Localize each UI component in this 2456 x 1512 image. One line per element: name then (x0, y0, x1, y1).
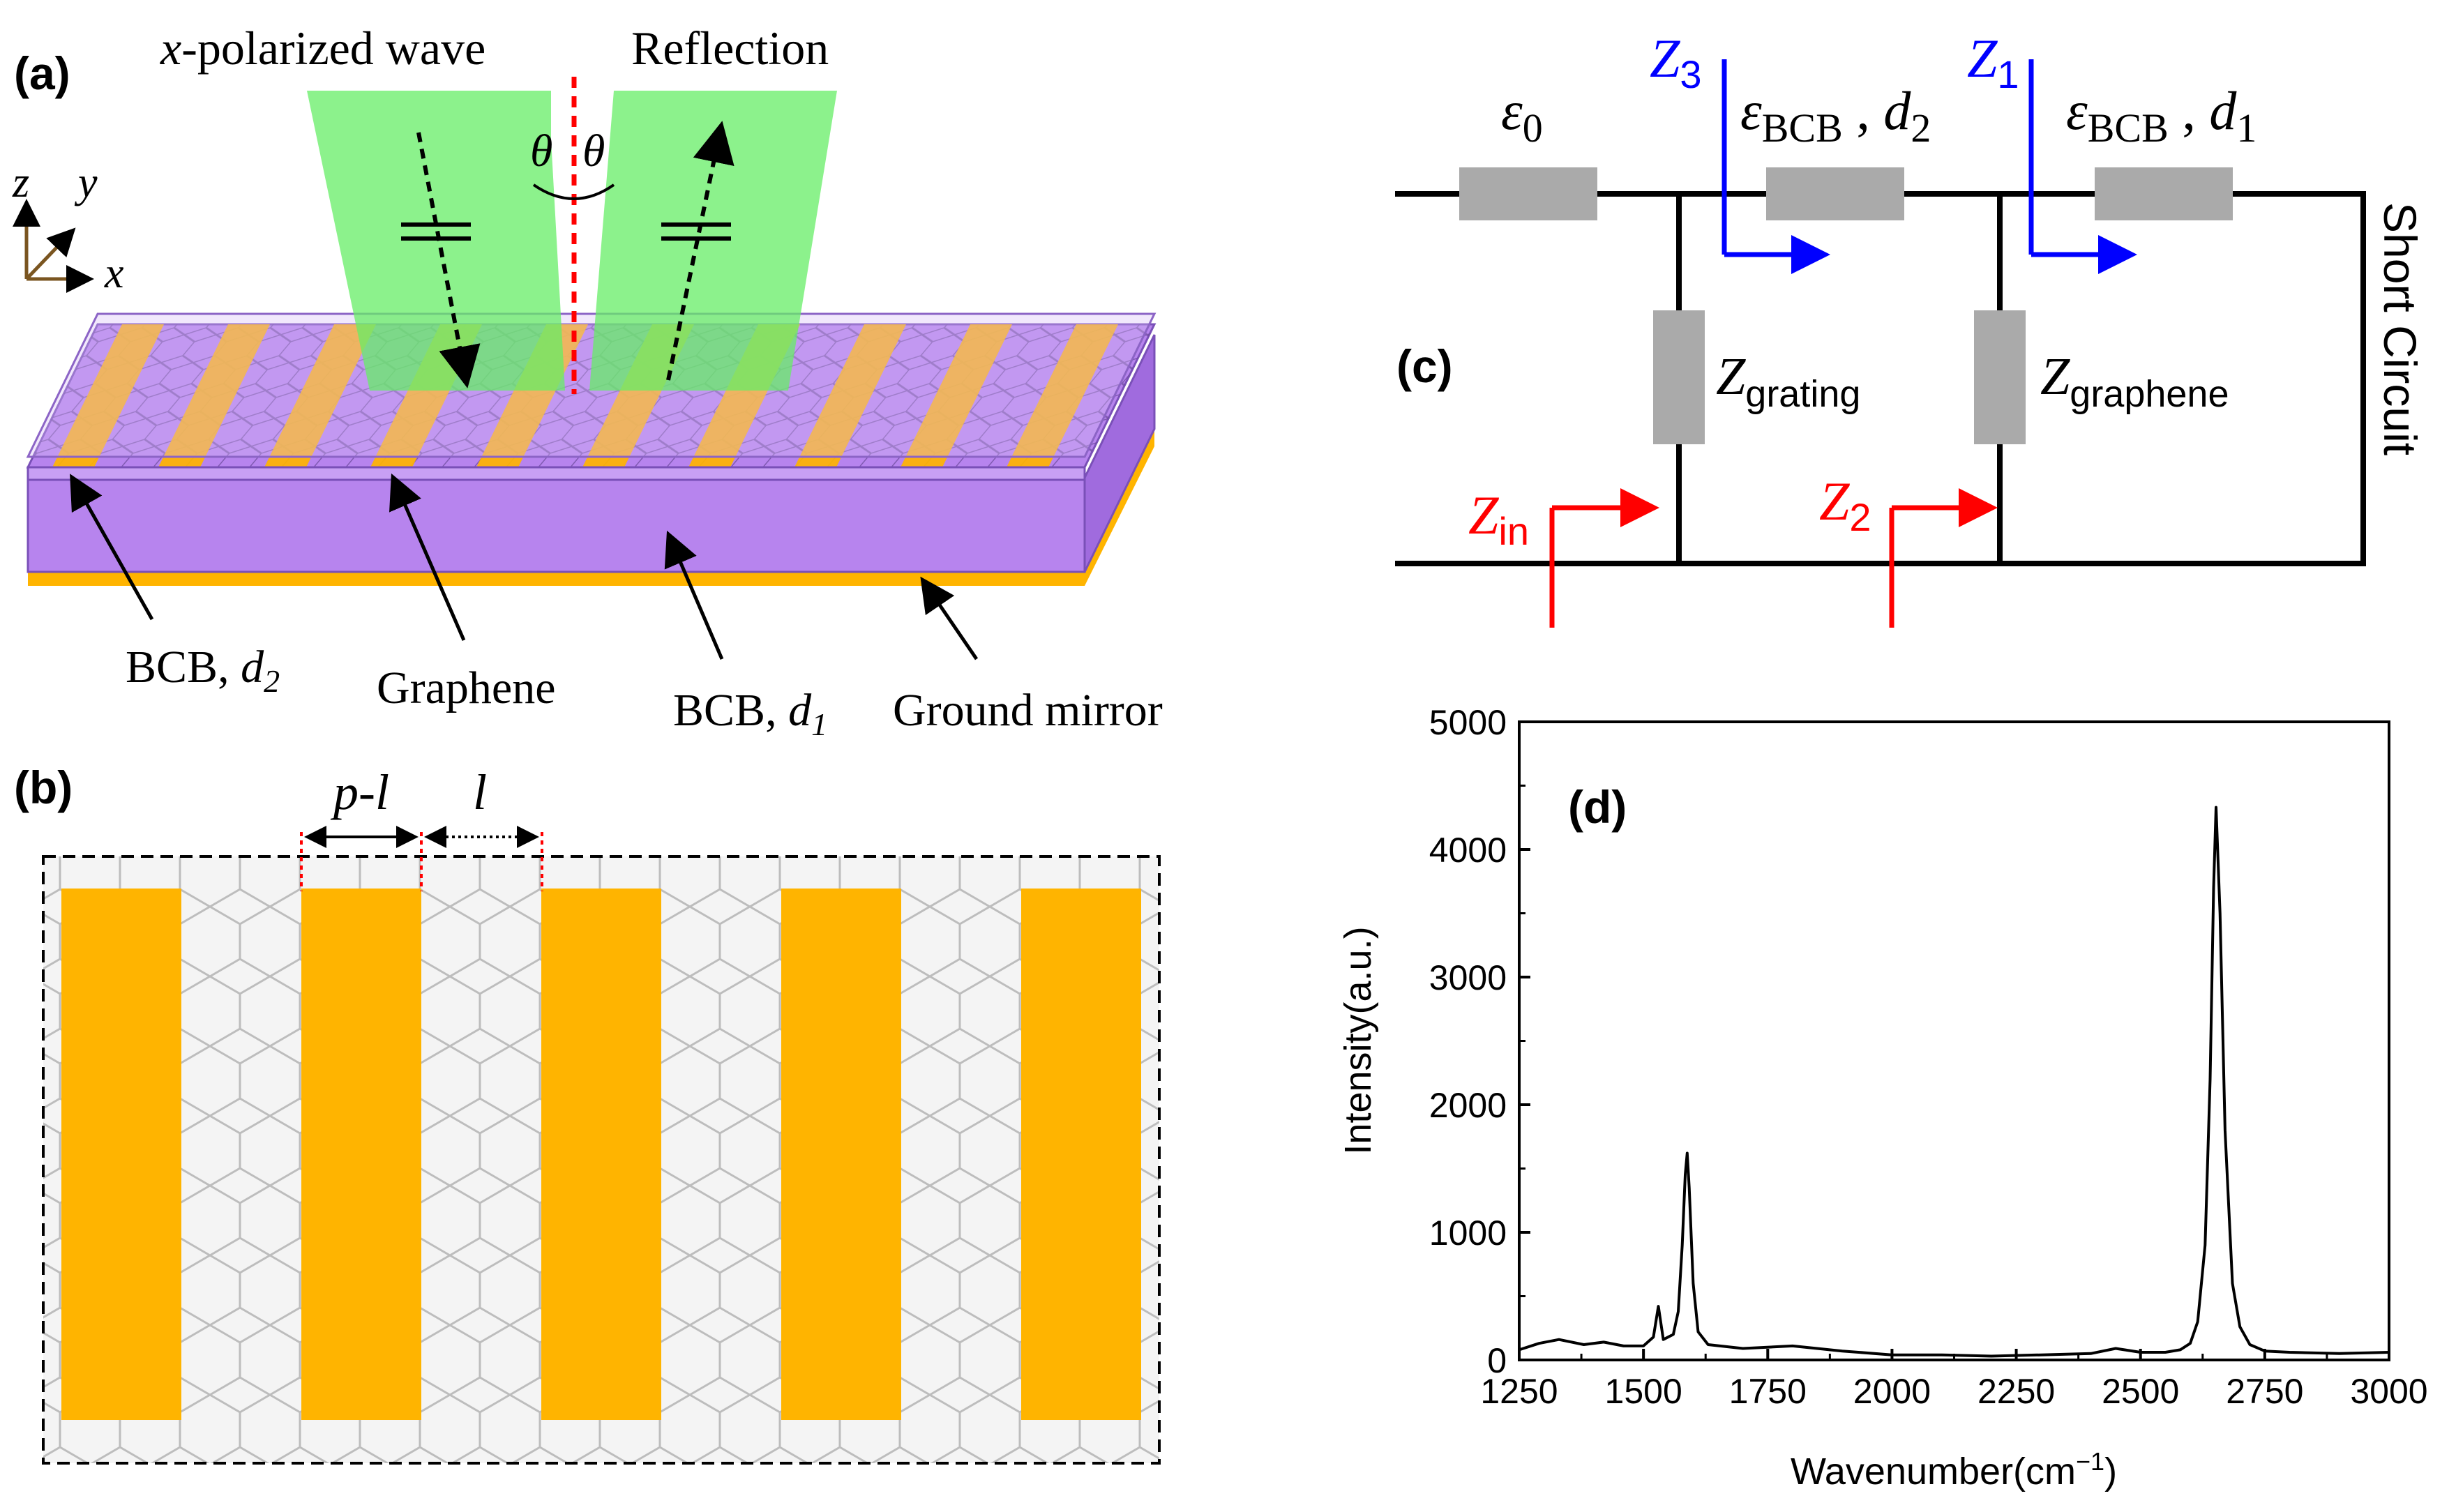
gold-strip (158, 324, 270, 467)
gold-strip (1007, 324, 1118, 467)
x-tick-label: 2750 (2226, 1372, 2303, 1411)
p-minus-l-label: p-l (330, 764, 389, 820)
eps0-label: ε0 (1501, 80, 1543, 151)
gold-strip (541, 889, 661, 1420)
y-tick-label: 3000 (1429, 958, 1507, 997)
z-grating-label: Zgrating (1716, 347, 1860, 415)
z-graphene-element (1974, 310, 2026, 444)
bcb-d2-label: BCB, d2 (126, 642, 280, 699)
panel-d-label: (d) (1568, 781, 1627, 833)
x-tick-label: 2250 (1977, 1372, 2055, 1411)
panel-d-chart: (d) 1250 1500 1750 2000 2250 2500 2750 3000 0 10… (1337, 703, 2428, 1492)
x-tick-label: 2000 (1853, 1372, 1931, 1411)
unit-cell-border (42, 855, 1161, 1465)
z3-label: Z3 (1650, 28, 1702, 96)
axis-x-label: x (104, 250, 124, 297)
theta-arc (532, 183, 615, 200)
callout-bcb-d1 (664, 530, 724, 660)
panel-c: (c) ε0 εBCB , d2 εBCB , d1 Zgrating Zgra… (1395, 28, 2426, 628)
x-tick-label: 3000 (2350, 1372, 2427, 1411)
panel-c-label: (c) (1396, 340, 1453, 392)
reflection-title: Reflection (631, 22, 829, 75)
incident-title: x-polarized wave (160, 22, 485, 75)
x-tick-label: 1750 (1729, 1372, 1807, 1411)
panel-a: (a) θ θ x- (12, 22, 1163, 742)
y-tick-label: 1000 (1429, 1214, 1507, 1253)
z-graphene-label: Zgraphene (2040, 347, 2229, 415)
eps-bcb-d2-label: εBCB , d2 (1740, 80, 1931, 151)
graphene-label: Graphene (377, 663, 556, 713)
zin-label: Zin (1468, 485, 1529, 553)
y-tick-label: 2000 (1429, 1086, 1507, 1125)
spectrum-line (1519, 806, 2390, 1358)
x-tick-label: 1250 (1480, 1372, 1558, 1411)
x-axis-label: Wavenumber(cm−1) (1791, 1447, 2117, 1492)
polarization-symbol-reflected (661, 222, 731, 241)
eps-bcb-d2-line-element (1766, 167, 1904, 220)
eps-bcb-d1-line-element (2095, 167, 2233, 220)
axis-z-label: z (12, 159, 29, 206)
gold-strip (264, 324, 376, 467)
panel-b-label: (b) (14, 762, 73, 813)
panel-b: (b) p-l l (14, 762, 1161, 1465)
eps-bcb-d1-label: εBCB , d1 (2066, 80, 2257, 151)
panel-a-label: (a) (14, 47, 70, 99)
gold-strip (52, 324, 164, 467)
z2-label: Z2 (1819, 471, 1871, 539)
z1-label: Z1 (1967, 28, 2019, 96)
l-label: l (473, 764, 487, 820)
gold-strip (61, 889, 181, 1420)
gold-strip (794, 324, 906, 467)
callout-ground-mirror (920, 576, 979, 660)
ground-mirror-label: Ground mirror (893, 685, 1163, 736)
zin-marker: Zin (1468, 485, 1659, 628)
z2-marker: Z2 (1819, 471, 1998, 628)
incident-arrow (416, 132, 481, 388)
y-axis-label: Intensity(a.u.) (1337, 926, 1379, 1154)
z1-marker: Z1 (1967, 28, 2137, 274)
x-ticks: 1250 1500 1750 2000 2250 2500 2750 3000 (1480, 1349, 2428, 1411)
x-tick-label: 2500 (2102, 1372, 2179, 1411)
gold-strip (1021, 889, 1141, 1420)
gold-strip (781, 889, 901, 1420)
bcb-d1-side (1083, 334, 1156, 573)
y-tick-label: 0 (1487, 1341, 1507, 1380)
gold-strip (301, 889, 421, 1420)
bcb-d1-front (27, 476, 1086, 573)
bcb-d2-thin-layer (27, 466, 1086, 481)
theta-left: θ (530, 126, 552, 176)
z-grating-element (1653, 310, 1705, 444)
reflection-arrow (666, 121, 734, 381)
plot-frame (1518, 720, 2390, 1361)
short-circuit-label: Short Circuit (2374, 202, 2426, 455)
eps0-line-element (1459, 167, 1597, 220)
z3-marker: Z3 (1650, 28, 1830, 274)
gold-strips-b (61, 889, 1141, 1420)
y-tick-label: 4000 (1429, 831, 1507, 870)
y-tick-label: 5000 (1429, 703, 1507, 742)
x-tick-label: 1500 (1605, 1372, 1682, 1411)
gold-strip (901, 324, 1012, 467)
polarization-symbol-incident (401, 222, 471, 241)
axis-y-label: y (74, 159, 98, 206)
theta-right: θ (582, 126, 605, 176)
bcb-d1-label: BCB, d1 (673, 685, 827, 742)
axis-triad: z y x (12, 159, 124, 297)
callout-bcb-d2 (70, 474, 154, 621)
y-ticks: 0 1000 2000 3000 4000 5000 (1429, 703, 1530, 1380)
callout-graphene (389, 473, 466, 641)
